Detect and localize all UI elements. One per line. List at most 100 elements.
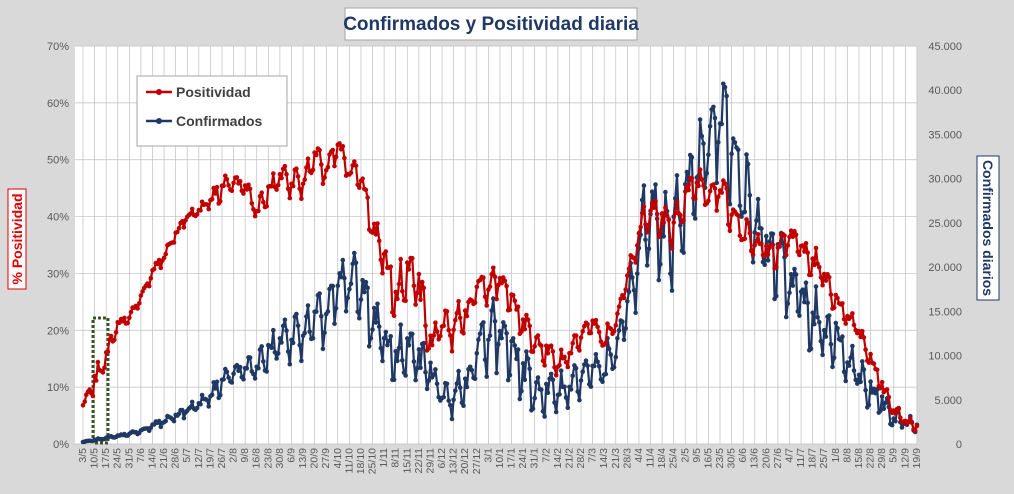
series-positividad-point <box>300 181 306 187</box>
series-confirmados-point <box>229 380 235 385</box>
series-positividad-point <box>320 181 326 186</box>
series-confirmados-point <box>277 336 283 341</box>
x-tick-label: 27/9 <box>320 448 332 469</box>
series-confirmados-point <box>347 286 352 292</box>
series-confirmados-point <box>812 321 817 327</box>
series-confirmados-point <box>517 396 523 402</box>
series-confirmados-point <box>644 263 650 268</box>
series-positividad-point <box>512 298 518 304</box>
series-confirmados-point <box>742 209 748 215</box>
series-positividad-point <box>668 238 673 244</box>
series-confirmados-point <box>395 358 400 364</box>
series-confirmados-point <box>783 314 789 320</box>
series-confirmados-point <box>790 283 796 288</box>
series-positividad-point <box>426 346 432 351</box>
series-positividad-point <box>204 202 210 207</box>
series-positividad-point <box>376 238 382 244</box>
series-positividad-point <box>626 266 632 272</box>
series-confirmados-point <box>626 289 632 295</box>
series-positividad-point <box>127 315 132 321</box>
series-positividad-point <box>666 217 671 223</box>
series-confirmados-point <box>433 367 438 372</box>
series-confirmados-point <box>368 336 374 341</box>
series-confirmados-point <box>453 388 458 394</box>
series-positividad-point <box>405 260 410 265</box>
series-positividad-point <box>841 317 847 322</box>
series-confirmados-point <box>181 415 187 421</box>
series-confirmados-point <box>765 258 771 263</box>
series-positividad-point <box>161 255 167 261</box>
y-right-tick-label: 15.000 <box>928 306 962 318</box>
series-confirmados-point <box>213 386 218 391</box>
series-confirmados-point <box>274 356 279 361</box>
series-confirmados-point <box>418 365 423 371</box>
series-confirmados-point <box>744 152 749 157</box>
series-positividad-point <box>330 147 336 153</box>
x-tick-label: 3/5 <box>77 448 89 463</box>
series-confirmados-point <box>727 201 733 207</box>
series-positividad-point <box>462 308 468 313</box>
y-left-tick-label: 30% <box>47 268 69 280</box>
series-positividad-point <box>625 273 630 278</box>
x-tick-label: 15/8 <box>853 448 865 469</box>
series-confirmados-point <box>330 283 336 289</box>
series-confirmados-point <box>236 368 241 374</box>
series-confirmados-point <box>343 309 349 314</box>
series-confirmados-point <box>499 335 504 341</box>
series-confirmados-point <box>835 326 840 331</box>
series-positividad-point <box>261 199 266 205</box>
series-positividad-point <box>295 174 301 179</box>
x-tick-label: 21/3 <box>610 448 622 469</box>
series-confirmados-point <box>730 136 736 141</box>
series-positividad-point <box>360 176 365 181</box>
series-positividad-point <box>90 393 96 399</box>
series-positividad-point <box>848 314 853 320</box>
series-confirmados-point <box>322 330 327 335</box>
legend-label-confirmados: Confirmados <box>176 113 263 129</box>
series-confirmados-point <box>319 314 324 319</box>
series-confirmados-point <box>623 326 628 331</box>
series-confirmados-point <box>850 343 855 349</box>
series-confirmados-point <box>269 345 274 351</box>
series-positividad-point <box>474 284 480 290</box>
series-positividad-point <box>496 282 501 288</box>
x-tick-label: 18/10 <box>355 448 367 474</box>
series-confirmados-point <box>532 395 537 401</box>
series-confirmados-point <box>600 379 605 385</box>
series-confirmados-point <box>290 340 296 346</box>
x-tick-label: 7/6 <box>135 448 147 463</box>
series-positividad-point <box>878 385 883 391</box>
x-tick-label: 9/8 <box>239 448 251 463</box>
series-confirmados-point <box>294 311 299 317</box>
series-positividad-point <box>639 211 645 216</box>
series-positividad-point <box>893 411 898 416</box>
series-positividad-point <box>552 365 557 370</box>
series-confirmados-point <box>752 230 757 235</box>
series-positividad-point <box>453 317 458 323</box>
series-confirmados-point <box>762 262 767 268</box>
series-positividad-point <box>108 333 114 339</box>
series-confirmados-point <box>158 424 164 430</box>
series-confirmados-point <box>333 306 339 311</box>
series-confirmados-point <box>280 323 286 329</box>
x-tick-label: 13/6 <box>749 448 761 469</box>
series-positividad-point <box>449 349 455 354</box>
series-confirmados-point <box>406 343 412 348</box>
series-positividad-point <box>438 333 443 339</box>
series-positividad-point <box>246 182 251 188</box>
series-positividad-point <box>319 162 324 167</box>
series-positividad-point <box>241 191 246 196</box>
series-positividad-point <box>375 221 380 226</box>
series-confirmados-point <box>573 365 579 371</box>
series-confirmados-point <box>735 147 741 152</box>
series-positividad-point <box>530 349 536 355</box>
series-positividad-point <box>696 183 701 189</box>
series-positividad-point <box>800 243 805 248</box>
series-positividad-point <box>171 240 177 245</box>
series-positividad-point <box>524 312 529 318</box>
series-confirmados-point <box>426 378 432 383</box>
series-confirmados-point <box>530 406 536 412</box>
series-positividad-point <box>790 234 796 239</box>
series-positividad-point <box>299 196 304 202</box>
x-tick-label: 23/5 <box>714 448 726 469</box>
